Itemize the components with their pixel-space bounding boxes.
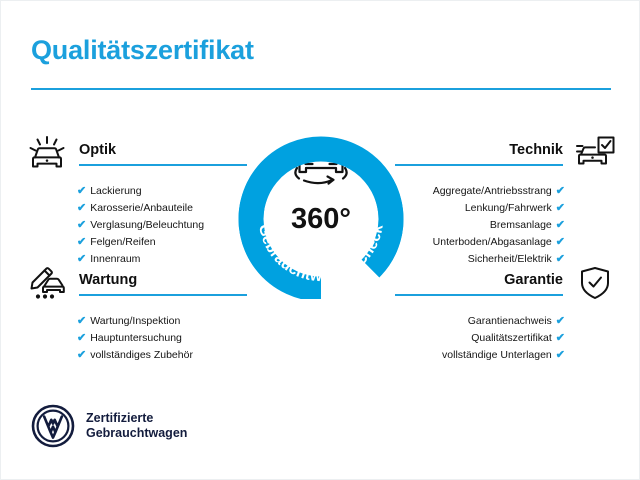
list-item: Unterboden/Abgasanlage ✔ — [395, 234, 565, 251]
list-item: ✔ Verglasung/Beleuchtung — [77, 217, 247, 234]
checklist-wartung: ✔ Wartung/Inspektion ✔ Hauptuntersuchung ✔… — [25, 313, 247, 364]
list-item: ✔ Innenraum — [77, 251, 247, 268]
check-icon: ✔ — [77, 185, 87, 197]
list-item: Lenkung/Fahrwerk ✔ — [395, 200, 565, 217]
section-title-wrap: Garantie — [395, 271, 573, 296]
section-header: Wartung — [25, 263, 247, 303]
list-item: Aggregate/Antriebsstrang ✔ — [395, 183, 565, 200]
check-icon: ✔ — [77, 253, 87, 265]
list-item-label: Qualitätszertifikat — [471, 332, 552, 344]
list-item-label: Lenkung/Fahrwerk — [464, 202, 552, 214]
page-title: Qualitätszertifikat — [31, 35, 254, 65]
section-title: Garantie — [504, 271, 563, 288]
vw-line-2: Gebrauchtwagen — [86, 426, 188, 440]
list-item-label: Wartung/Inspektion — [90, 315, 181, 327]
section-optik: Optik ✔ Lackierung ✔ Karosserie/Anbauteile… — [25, 133, 247, 268]
check-icon: ✔ — [555, 219, 565, 231]
checklist-optik: ✔ Lackierung ✔ Karosserie/Anbauteile ✔ Verg… — [25, 183, 247, 268]
volkswagen-wordmark: Zertifizierte Gebrauchtwagen — [86, 411, 187, 442]
list-item-label: vollständiges Zubehör — [90, 349, 193, 361]
list-item-label: Bremsanlage — [489, 219, 552, 231]
list-item: Garantienachweis ✔ — [395, 313, 565, 330]
section-title-wrap: Wartung — [69, 271, 247, 296]
car-checkbox-icon — [573, 133, 617, 173]
check-icon: ✔ — [77, 315, 87, 327]
list-item-label: Verglasung/Beleuchtung — [90, 219, 205, 231]
gebrauchtwagen-check-badge: Gebrauchtwagen-Check 360° — [236, 119, 406, 299]
section-garantie: Garantie Garantienachweis ✔ Qualitätszert… — [395, 263, 617, 364]
section-divider — [395, 293, 563, 296]
list-item: vollständige Unterlagen ✔ — [395, 347, 565, 364]
section-title-wrap: Optik — [69, 141, 247, 166]
check-icon: ✔ — [77, 332, 87, 344]
list-item: ✔ Felgen/Reifen — [77, 234, 247, 251]
section-divider — [79, 163, 247, 166]
check-icon: ✔ — [555, 349, 565, 361]
list-item: ✔ Lackierung — [77, 183, 247, 200]
check-icon: ✔ — [555, 332, 565, 344]
section-header: Optik — [25, 133, 247, 173]
list-item-label: Aggregate/Antriebsstrang — [432, 185, 552, 197]
list-item-label: Innenraum — [90, 253, 141, 265]
check-icon: ✔ — [77, 219, 87, 231]
volkswagen-logo — [31, 404, 75, 448]
volkswagen-lockup: Zertifizierte Gebrauchtwagen — [31, 404, 187, 448]
check-icon: ✔ — [555, 315, 565, 327]
vw-line-1: Zertifizierte — [86, 410, 154, 425]
section-title-wrap: Technik — [395, 141, 573, 166]
list-item: ✔ Wartung/Inspektion — [77, 313, 247, 330]
section-divider — [79, 293, 247, 296]
section-wartung: Wartung ✔ Wartung/Inspektion ✔ Hauptunters… — [25, 263, 247, 364]
check-icon: ✔ — [555, 236, 565, 248]
shield-check-icon — [573, 263, 617, 303]
list-item-label: vollständige Unterlagen — [442, 349, 552, 361]
check-icon: ✔ — [555, 202, 565, 214]
list-item-label: Unterboden/Abgasanlage — [432, 236, 552, 248]
list-item: ✔ Hauptuntersuchung — [77, 330, 247, 347]
list-item-label: Hauptuntersuchung — [90, 332, 182, 344]
list-item: ✔ Karosserie/Anbauteile — [77, 200, 247, 217]
badge-center-label: 360° — [291, 203, 351, 235]
title-divider — [31, 88, 611, 90]
list-item-label: Felgen/Reifen — [90, 236, 156, 248]
list-item-label: Sicherheit/Elektrik — [467, 253, 552, 265]
list-item: Qualitätszertifikat ✔ — [395, 330, 565, 347]
checklist-technik: Aggregate/Antriebsstrang ✔ Lenkung/Fahrwe… — [395, 183, 617, 268]
section-title: Wartung — [79, 271, 138, 288]
service-book-pen-icon — [25, 263, 69, 303]
check-icon: ✔ — [77, 236, 87, 248]
check-icon: ✔ — [77, 349, 87, 361]
section-title: Technik — [509, 141, 563, 158]
section-title: Optik — [79, 141, 117, 158]
check-icon: ✔ — [77, 202, 87, 214]
section-technik: Technik Aggregate/Antriebsstrang ✔ Lenkun… — [395, 133, 617, 268]
checklist-garantie: Garantienachweis ✔ Qualitätszertifikat ✔ v… — [395, 313, 617, 364]
check-icon: ✔ — [555, 185, 565, 197]
list-item-label: Lackierung — [90, 185, 142, 197]
list-item-label: Karosserie/Anbauteile — [90, 202, 193, 214]
car-shine-icon — [25, 133, 69, 173]
section-header: Garantie — [395, 263, 617, 303]
section-header: Technik — [395, 133, 617, 173]
section-divider — [395, 163, 563, 166]
check-icon: ✔ — [555, 253, 565, 265]
list-item: Sicherheit/Elektrik ✔ — [395, 251, 565, 268]
list-item: ✔ vollständiges Zubehör — [77, 347, 247, 364]
list-item: Bremsanlage ✔ — [395, 217, 565, 234]
list-item-label: Garantienachweis — [467, 315, 552, 327]
